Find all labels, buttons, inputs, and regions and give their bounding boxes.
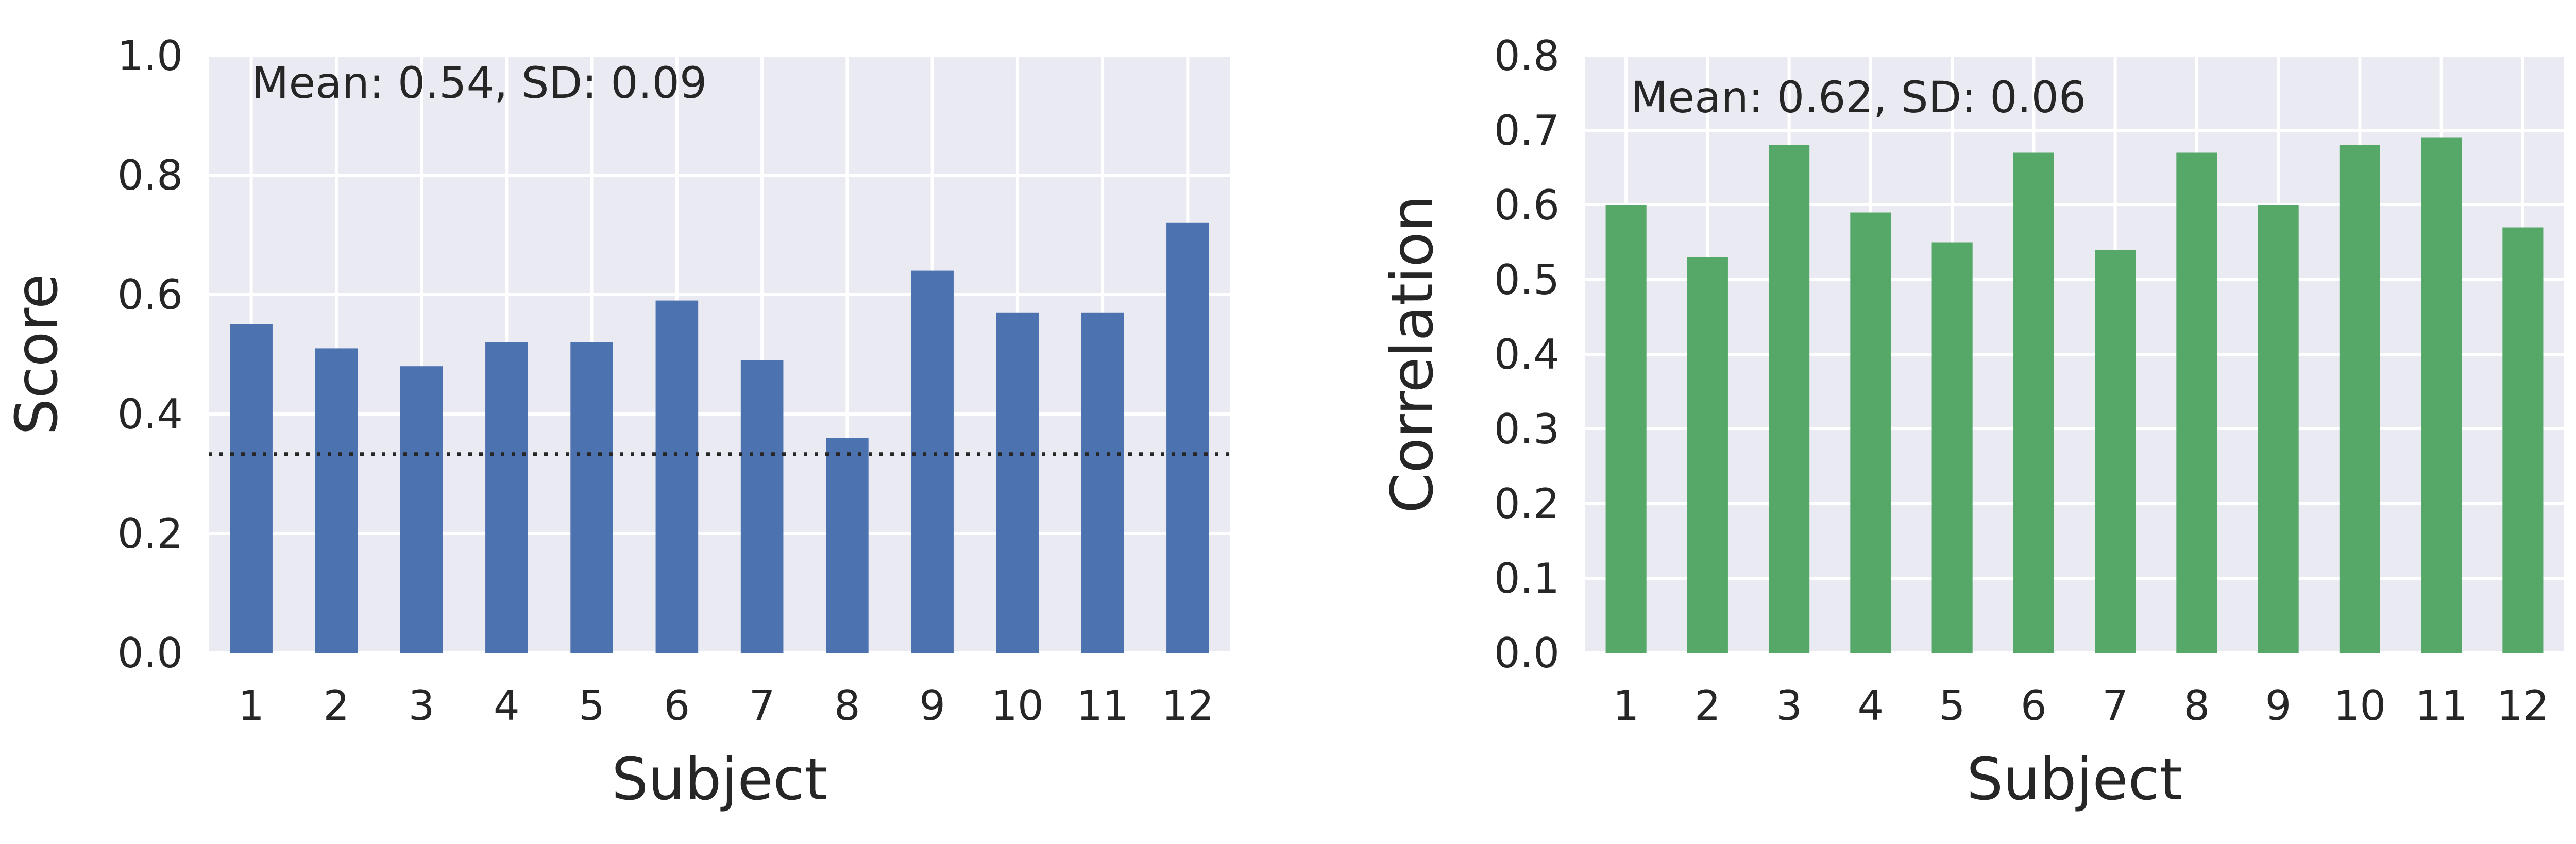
y-axis-label: Correlation [1379, 195, 1446, 513]
bar-subject-12 [2502, 227, 2544, 653]
x-tick-label: 9 [919, 682, 945, 730]
x-tick-label: 12 [1161, 682, 1214, 730]
x-tick-label: 3 [409, 682, 435, 730]
x-tick-label: 6 [2021, 682, 2047, 730]
bar-subject-1 [1605, 205, 1647, 653]
x-tick-label: 11 [1076, 682, 1129, 730]
x-tick-label: 10 [991, 682, 1044, 730]
x-tick-label: 10 [2333, 682, 2386, 730]
y-tick-label: 0.0 [117, 629, 183, 677]
bar-subject-9 [911, 270, 954, 653]
plot-background [209, 56, 1230, 653]
y-tick-label: 0.4 [1494, 331, 1560, 378]
y-tick-label: 0.8 [1494, 32, 1560, 80]
y-tick-label: 0.6 [1494, 181, 1560, 229]
bar-subject-11 [1081, 312, 1124, 653]
x-tick-label: 12 [2497, 682, 2549, 730]
y-tick-label: 0.8 [117, 151, 183, 199]
x-tick-label: 2 [1694, 682, 1721, 730]
stats-annotation: Mean: 0.62, SD: 0.06 [1631, 72, 2086, 123]
bar-subject-7 [740, 360, 784, 653]
x-tick-label: 5 [1939, 682, 1965, 730]
bar-subject-1 [230, 324, 273, 653]
bar-subject-4 [1850, 212, 1891, 653]
bar-subject-8 [2176, 152, 2217, 653]
y-tick-label: 0.1 [1494, 555, 1560, 602]
y-tick-label: 0.2 [1494, 480, 1560, 528]
x-tick-label: 11 [2415, 682, 2468, 730]
chart-panel-2: 0.00.10.20.30.40.50.60.70.81 2 3 4 5 6 7 8 9 10 11… [1379, 32, 2564, 813]
bar-subject-7 [2095, 250, 2136, 653]
bar-subject-3 [400, 366, 443, 653]
bar-subject-6 [655, 300, 699, 653]
y-tick-label: 0.7 [1494, 107, 1560, 154]
x-tick-label: 6 [664, 682, 690, 730]
bar-subject-3 [1769, 145, 1810, 653]
y-tick-label: 0.6 [117, 271, 183, 319]
bar-subject-5 [570, 342, 613, 653]
bar-subject-2 [1687, 257, 1728, 653]
x-tick-label: 4 [494, 682, 520, 730]
x-tick-label: 5 [579, 682, 605, 730]
bar-subject-10 [996, 312, 1039, 653]
bar-subject-9 [2258, 205, 2299, 653]
bar-subject-6 [2013, 152, 2054, 653]
y-tick-label: 0.4 [117, 390, 183, 438]
y-tick-label: 1.0 [117, 32, 183, 80]
y-tick-label: 0.0 [1494, 629, 1560, 677]
x-tick-label: 7 [2102, 682, 2128, 730]
bar-subject-10 [2339, 145, 2380, 653]
x-tick-label: 4 [1857, 682, 1884, 730]
x-axis-label: Subject [1967, 746, 2182, 813]
x-tick-label: 7 [749, 682, 775, 730]
y-tick-label: 0.2 [117, 510, 183, 558]
x-tick-label: 8 [2183, 682, 2210, 730]
stats-annotation: Mean: 0.54, SD: 0.09 [251, 58, 707, 108]
x-axis-label: Subject [612, 746, 827, 813]
x-tick-label: 2 [323, 682, 349, 730]
x-tick-label: 8 [834, 682, 860, 730]
bar-subject-12 [1166, 222, 1209, 653]
x-tick-label: 1 [238, 682, 264, 730]
y-tick-label: 0.5 [1494, 256, 1560, 304]
bar-subject-4 [485, 342, 528, 653]
y-axis-label: Score [4, 273, 71, 435]
bar-subject-5 [1931, 242, 1973, 653]
bar-subject-11 [2421, 137, 2462, 653]
x-tick-label: 3 [1776, 682, 1802, 730]
x-tick-label: 1 [1613, 682, 1639, 730]
y-tick-label: 0.3 [1494, 405, 1560, 453]
x-tick-label: 9 [2265, 682, 2292, 730]
bar-subject-8 [826, 438, 869, 653]
bar-subject-2 [315, 348, 358, 653]
